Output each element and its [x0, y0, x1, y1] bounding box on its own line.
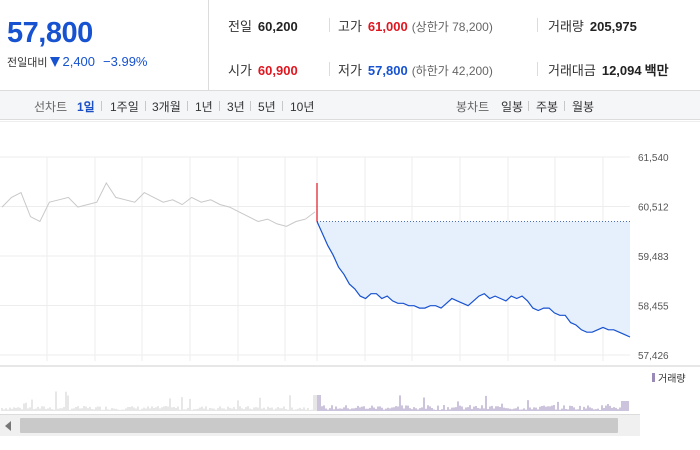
- divider: [329, 18, 330, 32]
- stat-amount: 거래대금 12,094 백만: [548, 60, 669, 79]
- divider: [537, 18, 538, 32]
- period-1w[interactable]: 1주일: [110, 100, 139, 114]
- quote-panel: 57,800 전일대비 2,400 −3.99% 전일 60,200 고가 61,000…: [0, 0, 700, 91]
- line-chart-label: 선차트: [34, 100, 68, 114]
- stat-value: 60,900: [257, 63, 298, 78]
- current-price: 57,800: [7, 17, 93, 49]
- divider: [329, 62, 330, 76]
- lower-limit: (하한가 42,200): [411, 64, 493, 78]
- scroll-left-icon[interactable]: [5, 421, 11, 431]
- stat-label: 저가: [338, 63, 362, 78]
- stat-prev-close: 전일 60,200: [228, 16, 298, 35]
- change-percent: −3.99%: [103, 54, 148, 69]
- stat-low: 저가 57,800 (하한가 42,200): [338, 60, 493, 79]
- divider: [564, 101, 565, 111]
- stat-volume: 거래량 205,975: [548, 16, 637, 35]
- below-reference-fill: [317, 221, 630, 337]
- volume-panel: 거래량: [1, 373, 686, 411]
- y-tick-label: 59,483: [638, 252, 669, 263]
- divider: [101, 101, 102, 111]
- stat-label: 거래량: [548, 19, 584, 34]
- stat-label: 시가: [228, 63, 252, 78]
- period-1d[interactable]: 1일: [77, 100, 95, 114]
- stat-value: 60,200: [257, 19, 298, 34]
- divider: [219, 101, 220, 111]
- change-label: 전일대비: [7, 57, 48, 69]
- chart-scrollbar[interactable]: [0, 414, 640, 436]
- stat-label: 고가: [338, 19, 362, 34]
- period-3y[interactable]: 3년: [227, 100, 245, 114]
- divider: [528, 101, 529, 111]
- period-1y[interactable]: 1년: [195, 100, 213, 114]
- candle-chart-label: 봉차트: [456, 100, 490, 114]
- divider: [187, 101, 188, 111]
- chart-toolbar: 선차트 1일 1주일 3개월 1년 3년 5년 10년 봉차트 일봉 주봉 월봉: [0, 91, 700, 120]
- stat-value: 205,975: [589, 19, 637, 34]
- stat-label: 전일: [228, 19, 252, 34]
- stat-open: 시가 60,900: [228, 60, 298, 79]
- period-daily[interactable]: 일봉: [501, 100, 524, 114]
- volume-legend-swatch: [652, 373, 655, 382]
- y-axis: 61,540 60,512 59,483 58,455 57,426: [638, 153, 669, 362]
- y-tick-label: 57,426: [638, 351, 669, 362]
- upper-limit: (상한가 78,200): [411, 20, 493, 34]
- stat-value: 57,800: [367, 63, 408, 78]
- y-tick-label: 61,540: [638, 153, 669, 164]
- period-3m[interactable]: 3개월: [152, 100, 181, 114]
- scroll-thumb[interactable]: [20, 418, 618, 433]
- price-box: 57,800 전일대비 2,400 −3.99%: [0, 0, 209, 91]
- stat-value: 12,094: [601, 63, 642, 78]
- y-tick-label: 60,512: [638, 202, 669, 213]
- stat-value: 61,000: [367, 19, 408, 34]
- intraday-chart[interactable]: 61,540 60,512 59,483 58,455 57,426 거래량: [0, 121, 700, 414]
- fill-area: [317, 221, 630, 337]
- divider: [145, 101, 146, 111]
- stat-unit: 백만: [644, 63, 669, 78]
- period-5y[interactable]: 5년: [258, 100, 276, 114]
- y-tick-label: 58,455: [638, 301, 669, 312]
- divider: [250, 101, 251, 111]
- divider: [537, 62, 538, 76]
- period-10y[interactable]: 10년: [290, 100, 315, 114]
- period-monthly[interactable]: 월봉: [572, 100, 595, 114]
- down-triangle-icon: [50, 57, 61, 67]
- series-previous-day: [1, 181, 316, 227]
- series-today: [316, 221, 631, 338]
- period-weekly[interactable]: 주봉: [536, 100, 559, 114]
- stat-high: 고가 61,000 (상한가 78,200): [338, 16, 493, 35]
- divider: [282, 101, 283, 111]
- change-row: 전일대비 2,400 −3.99%: [7, 54, 147, 70]
- change-value: 2,400: [62, 54, 96, 69]
- series-lines: [1, 181, 631, 338]
- stats-grid: 전일 60,200 고가 61,000 (상한가 78,200) 거래량 205,975…: [210, 0, 700, 91]
- stat-label: 거래대금: [548, 63, 596, 78]
- volume-legend-label: 거래량: [658, 373, 686, 385]
